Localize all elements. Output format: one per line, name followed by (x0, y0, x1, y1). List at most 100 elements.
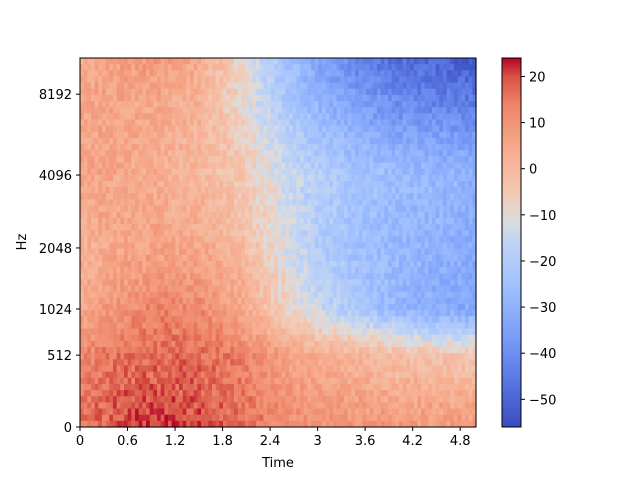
heatmap-cell (102, 205, 107, 213)
heatmap-cell (105, 224, 110, 231)
heatmap-cell (80, 273, 85, 280)
heatmap-cell (259, 217, 264, 225)
heatmap-cell (307, 64, 312, 71)
heatmap-cell (450, 193, 455, 201)
heatmap-cell (406, 107, 411, 114)
heatmap-cell (457, 82, 462, 90)
heatmap-cell (435, 199, 440, 207)
heatmap-cell (124, 242, 129, 250)
heatmap-cell (160, 328, 165, 336)
heatmap-cell (325, 316, 330, 324)
heatmap-cell (87, 82, 92, 90)
heatmap-cell (182, 334, 187, 342)
heatmap-cell (369, 322, 374, 330)
heatmap-cell (384, 242, 389, 250)
heatmap-cell (443, 101, 448, 108)
heatmap-cell (285, 279, 290, 287)
heatmap-cell (179, 273, 184, 280)
heatmap-cell (322, 70, 327, 78)
heatmap-cell (439, 273, 444, 280)
heatmap-cell (410, 193, 415, 201)
heatmap-cell (325, 70, 330, 78)
heatmap-cell (432, 113, 437, 121)
heatmap-cell (439, 70, 444, 78)
heatmap-cell (292, 242, 297, 250)
heatmap-cell (384, 224, 389, 231)
heatmap-cell (219, 101, 224, 108)
heatmap-cell (432, 162, 437, 170)
heatmap-cell (135, 94, 140, 102)
heatmap-cell (296, 193, 301, 201)
heatmap-cell (212, 137, 217, 145)
heatmap-cell (399, 310, 404, 317)
heatmap-cell (215, 267, 220, 274)
heatmap-cell (439, 304, 444, 311)
heatmap-cell (333, 88, 338, 96)
heatmap-cell (120, 156, 125, 164)
heatmap-cell (377, 181, 382, 188)
heatmap-cell (307, 254, 312, 262)
heatmap-cell (285, 101, 290, 108)
heatmap-cell (340, 64, 345, 71)
heatmap-cell (373, 193, 378, 201)
heatmap-cell (109, 217, 114, 225)
heatmap-cell (263, 205, 268, 213)
heatmap-cell (113, 340, 118, 348)
heatmap-cell (263, 310, 268, 317)
heatmap-cell (135, 156, 140, 164)
heatmap-cell (245, 260, 250, 268)
heatmap-cell (252, 82, 257, 90)
heatmap-cell (465, 174, 470, 182)
heatmap-cell (468, 236, 473, 244)
heatmap-cell (402, 254, 407, 262)
heatmap-cell (171, 94, 176, 102)
heatmap-cell (303, 230, 308, 237)
heatmap-cell (413, 322, 418, 330)
heatmap-cell (98, 88, 103, 96)
heatmap-cell (230, 144, 235, 151)
heatmap-cell (289, 168, 294, 176)
heatmap-cell (113, 64, 118, 71)
heatmap-cell (131, 94, 136, 102)
heatmap-cell (450, 236, 455, 244)
heatmap-cell (351, 64, 356, 71)
heatmap-cell (116, 224, 121, 231)
heatmap-cell (413, 88, 418, 96)
heatmap-cell (230, 230, 235, 237)
heatmap-cell (87, 58, 92, 65)
heatmap-cell (435, 187, 440, 194)
heatmap-cell (153, 162, 158, 170)
heatmap-cell (201, 137, 206, 145)
heatmap-cell (388, 162, 393, 170)
heatmap-cell (138, 113, 143, 121)
heatmap-cell (380, 113, 385, 121)
heatmap-cell (432, 217, 437, 225)
heatmap-cell (219, 125, 224, 133)
heatmap-cell (340, 248, 345, 256)
heatmap-cell (109, 334, 114, 342)
heatmap-cell (344, 162, 349, 170)
heatmap-cell (428, 101, 433, 108)
heatmap-cell (105, 297, 110, 305)
heatmap-cell (446, 328, 451, 336)
heatmap-cell (344, 316, 349, 324)
heatmap-cell (270, 260, 275, 268)
heatmap-cell (91, 150, 96, 157)
heatmap-cell (355, 205, 360, 213)
heatmap-cell (241, 230, 246, 237)
heatmap-cell (175, 310, 180, 317)
heatmap-cell (116, 279, 121, 287)
heatmap-cell (157, 230, 162, 237)
heatmap-cell (219, 113, 224, 121)
heatmap-cell (204, 137, 209, 145)
heatmap-cell (278, 168, 283, 176)
heatmap-cell (311, 156, 316, 164)
heatmap-cell (83, 217, 88, 225)
heatmap-cell (322, 236, 327, 244)
heatmap-cell (120, 174, 125, 182)
heatmap-cell (465, 334, 470, 342)
heatmap-cell (212, 205, 217, 213)
heatmap-cell (289, 205, 294, 213)
heatmap-cell (347, 144, 352, 151)
heatmap-cell (98, 119, 103, 127)
